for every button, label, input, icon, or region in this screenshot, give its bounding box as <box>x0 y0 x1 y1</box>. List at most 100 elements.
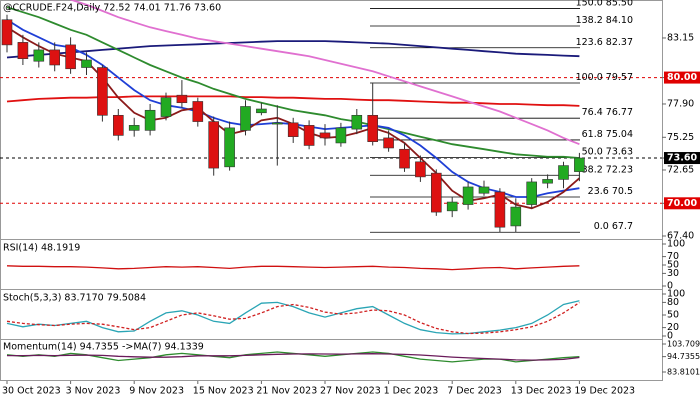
y-tick-label: 20 <box>667 322 679 333</box>
candle-body <box>351 114 363 130</box>
x-tick-label: 9 Nov 2023 <box>129 386 184 397</box>
y-tick-label: 72.65 <box>667 164 694 175</box>
tick-label-box <box>664 152 700 165</box>
fib-price: 84.10 <box>606 15 633 26</box>
candle-body <box>526 181 538 205</box>
candle-body <box>542 179 553 184</box>
candle-body <box>81 59 92 68</box>
y-tick-label: 83.15 <box>667 32 694 43</box>
indicator-line <box>6 265 580 271</box>
tick-label-box <box>664 197 700 210</box>
y-tick-label: 0 <box>667 281 673 292</box>
panel-title: Momentum(14) 94.7355 ->MA(7) 94.1339 <box>3 342 204 353</box>
y-tick-label: 30 <box>667 268 679 279</box>
y-tick-label: 100 <box>667 289 685 300</box>
candle-body <box>478 186 490 194</box>
y-tick-label: 75.25 <box>667 132 694 143</box>
candle-body <box>574 157 585 172</box>
fib-ratio: 38.2 <box>582 164 603 175</box>
y-tick-label: 100 <box>667 239 685 250</box>
fib-price: 67.7 <box>612 221 633 232</box>
indicator-line <box>70 0 580 146</box>
x-tick-label: 1 Dec 2023 <box>384 386 439 397</box>
candle-body <box>430 172 442 213</box>
x-tick-label: 7 Dec 2023 <box>447 386 502 397</box>
candle-body <box>160 97 172 117</box>
indicator-line <box>6 6 580 159</box>
fib-label: 123.6 82.37 <box>576 36 633 47</box>
fib-label: 23.6 70.5 <box>588 186 633 197</box>
indicator-line <box>7 353 580 361</box>
candle-body <box>224 127 235 168</box>
fib-price: 70.5 <box>612 186 633 197</box>
fib-ratio: 100.0 <box>576 71 603 82</box>
candle-body <box>144 109 156 131</box>
y-tick-label: 67.40 <box>667 230 694 241</box>
y-tick-label: 70 <box>667 251 679 262</box>
fib-price: 79.57 <box>606 71 633 82</box>
fib-price: 72.23 <box>606 164 633 175</box>
candle-body <box>128 125 140 131</box>
fib-ratio: 138.2 <box>576 15 603 26</box>
panel-title: @CCRUDE.F24,Daily 72.52 74.01 71.76 73.6… <box>3 3 221 14</box>
y-tick-label: 50 <box>667 310 679 321</box>
candle-body <box>446 201 458 212</box>
candle-body <box>1 19 13 46</box>
candle-body <box>494 191 506 228</box>
x-tick-label: 13 Dec 2023 <box>511 386 572 397</box>
fib-ratio: 61.8 <box>582 128 603 139</box>
candle-body <box>510 206 522 227</box>
fib-ratio: 76.4 <box>582 107 603 118</box>
candle-body <box>113 114 124 136</box>
candle-body <box>558 165 569 180</box>
y-tick-label: 50 <box>667 260 679 271</box>
x-tick-label: 30 Oct 2023 <box>2 386 61 397</box>
candle-body <box>17 42 29 60</box>
y-tick-label: 94.7355 <box>667 352 700 361</box>
candle-body <box>335 127 347 144</box>
fib-label: 138.2 84.10 <box>576 15 633 26</box>
panel-title: Stoch(5,3,3) 83.7170 79.5084 <box>3 293 146 304</box>
candle-body <box>303 125 315 146</box>
candle-body <box>462 186 474 205</box>
fib-ratio: 23.6 <box>588 186 609 197</box>
candle-body <box>399 148 410 169</box>
x-tick-label: 21 Nov 2023 <box>256 386 317 397</box>
candle-body <box>192 101 204 122</box>
fib-price: 76.77 <box>606 107 633 118</box>
fib-label: 50.0 73.63 <box>582 146 633 157</box>
y-tick-label: 0 <box>667 331 673 342</box>
fib-label: 76.4 76.77 <box>582 107 633 118</box>
candle-body <box>383 137 394 149</box>
candle-body <box>49 49 61 66</box>
y-tick-label: 80 <box>667 297 679 308</box>
fib-label: 100.0 79.57 <box>576 71 633 82</box>
candle-body <box>65 44 76 70</box>
candle-body <box>287 122 299 137</box>
x-tick-label: 15 Nov 2023 <box>193 386 254 397</box>
y-tick-label: 80.00 <box>667 72 697 83</box>
candle-body <box>271 122 283 125</box>
x-tick-label: 3 Nov 2023 <box>66 386 121 397</box>
candle-body <box>208 121 219 169</box>
tick-label-box <box>664 71 700 84</box>
fib-price: 73.63 <box>606 146 633 157</box>
x-tick-label: 19 Dec 2023 <box>574 386 635 397</box>
fib-label: 150.0 85.50 <box>576 0 633 8</box>
panel-title: RSI(14) 48.1919 <box>3 243 80 254</box>
indicator-line <box>6 302 580 335</box>
fib-ratio: 50.0 <box>582 146 603 157</box>
fib-price: 85.50 <box>606 0 633 8</box>
fib-price: 82.37 <box>606 36 633 47</box>
x-tick-label: 27 Nov 2023 <box>320 386 381 397</box>
indicator-line <box>6 40 580 59</box>
candle-body <box>33 49 45 62</box>
y-tick-label: 70.00 <box>667 198 697 209</box>
candle-body <box>240 106 251 131</box>
candle-body <box>319 132 331 139</box>
y-tick-label: 73.60 <box>667 153 697 164</box>
candle-body <box>97 67 108 116</box>
